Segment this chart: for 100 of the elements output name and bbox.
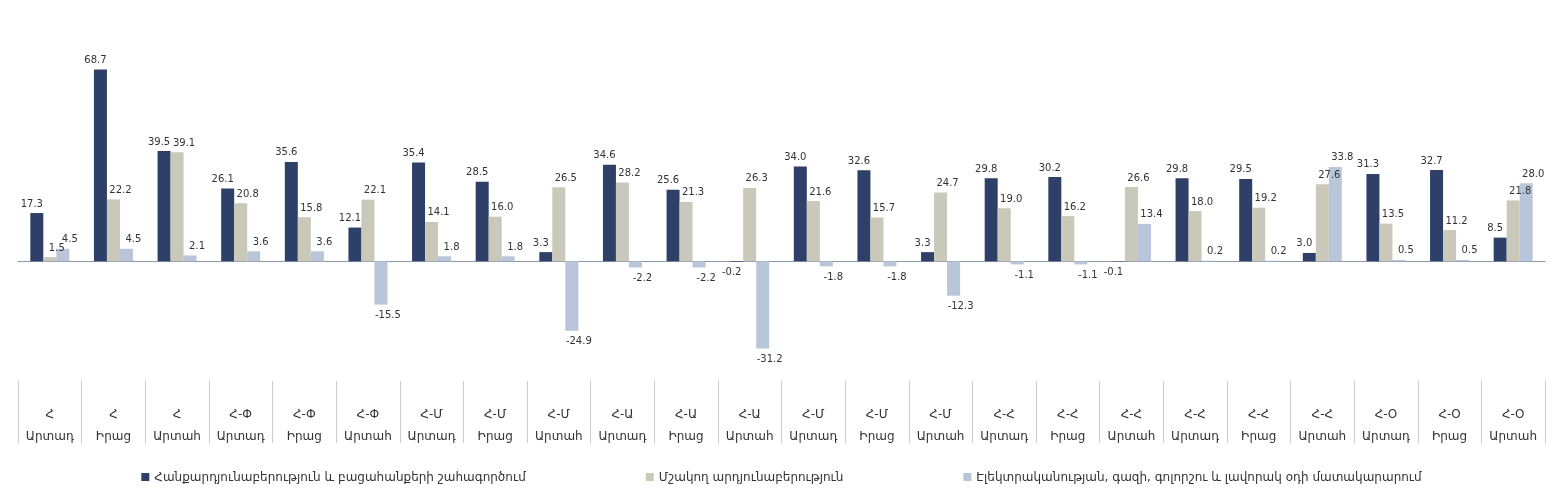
x-tick-label: Հ-Հ Արտահ <box>1298 407 1347 443</box>
x-tick-label: Հ-Օ Արտահ <box>1489 407 1538 443</box>
data-label: 2.1 <box>189 239 206 251</box>
bar <box>819 261 833 267</box>
bar <box>1506 200 1520 262</box>
data-label: 19.2 <box>1254 192 1277 204</box>
bar <box>361 199 375 262</box>
x-tick-label: Հ-Հ Իրաց <box>1050 407 1086 443</box>
data-label: 32.7 <box>1420 154 1443 166</box>
data-label: -0.1 <box>1103 266 1124 278</box>
data-label: 39.1 <box>172 136 196 148</box>
data-label: -1.1 <box>1014 268 1034 280</box>
bar <box>1048 177 1062 262</box>
bar <box>425 221 439 262</box>
data-label: 34.0 <box>784 150 807 162</box>
bar <box>947 261 961 296</box>
x-tick-label: Հ-Հ Արտահ <box>1107 407 1156 443</box>
x-tick-label: Հ-Մ Արտադ <box>789 407 838 443</box>
bar <box>221 188 235 262</box>
bar <box>412 162 426 262</box>
x-tick-label: Հ Իրաց <box>95 407 132 443</box>
bar <box>552 187 566 262</box>
data-label: 26.1 <box>211 172 234 184</box>
data-label: 21.8 <box>1509 184 1532 196</box>
data-label: 32.6 <box>847 154 871 166</box>
bar <box>310 251 324 262</box>
data-label: 25.6 <box>656 174 680 186</box>
bar <box>183 255 197 262</box>
bar <box>501 256 515 262</box>
data-label: -2.2 <box>696 271 716 283</box>
data-label: 0.2 <box>1207 245 1224 257</box>
x-tick-label: Հ-Փ Արտադ <box>216 407 265 443</box>
bar <box>438 256 452 262</box>
bar <box>984 178 998 262</box>
bar <box>43 257 57 262</box>
data-label: -1.1 <box>1078 268 1098 280</box>
data-label: 29.5 <box>1229 163 1252 175</box>
data-label: 16.2 <box>1063 200 1086 212</box>
bar <box>692 261 706 268</box>
bar <box>1137 223 1151 262</box>
bar <box>1124 187 1138 262</box>
x-tick-label: Հ-Փ Արտահ <box>344 407 392 443</box>
data-label: -1.8 <box>823 270 844 282</box>
x-tick-label: Հ-Ա Արտահ <box>725 407 774 443</box>
bar <box>1493 237 1507 262</box>
bar <box>793 166 807 262</box>
data-label: 3.6 <box>252 235 269 247</box>
bar <box>93 69 107 262</box>
data-label: 16.0 <box>491 201 514 213</box>
bar <box>1239 178 1253 262</box>
data-label: -0.2 <box>721 266 742 278</box>
bar <box>1315 184 1329 262</box>
data-label: 14.1 <box>427 206 450 218</box>
bar <box>870 217 884 262</box>
data-label: 1.8 <box>507 240 524 252</box>
bar <box>119 248 133 262</box>
bar <box>666 189 680 262</box>
data-label: 15.8 <box>300 201 323 213</box>
data-label: 24.7 <box>936 176 959 188</box>
data-label: 30.2 <box>1038 161 1061 173</box>
bar <box>475 181 489 262</box>
bar <box>1302 252 1316 262</box>
bar <box>1379 223 1393 262</box>
bar <box>857 170 871 262</box>
data-label: 21.3 <box>681 186 705 198</box>
bar <box>1366 173 1380 262</box>
data-label: 26.3 <box>745 172 768 184</box>
bar <box>284 161 298 262</box>
bar <box>30 213 44 262</box>
x-tick-label: Հ Արտահ <box>153 407 201 443</box>
data-label: 27.6 <box>1318 168 1341 180</box>
data-label: -15.5 <box>375 309 401 321</box>
bar <box>756 261 770 349</box>
data-label: 8.5 <box>1487 222 1504 234</box>
data-label: 39.5 <box>147 135 171 147</box>
data-label: 22.2 <box>109 183 132 195</box>
bar <box>488 216 502 262</box>
data-label: 35.4 <box>402 147 425 159</box>
data-label: 34.6 <box>593 149 616 161</box>
data-label: 0.2 <box>1270 245 1287 257</box>
data-label: 22.1 <box>363 184 387 196</box>
data-label: 28.2 <box>618 167 641 179</box>
data-label: 0.5 <box>1397 244 1414 256</box>
data-label: 1.8 <box>443 240 460 252</box>
x-tick-label: Հ-Ա Իրաց <box>668 407 704 443</box>
x-tick-label: Հ-Ա Արտադ <box>598 407 647 443</box>
data-label: 3.3 <box>914 236 931 248</box>
x-tick-label: Հ-Օ Իրաց <box>1431 407 1468 443</box>
legend-label: Հանքարդյունաբերություն և բացահանքերի շահագործում <box>154 470 527 484</box>
x-tick-label: Հ-Մ Իրաց <box>859 407 895 443</box>
data-label: 28.5 <box>466 166 489 178</box>
bar <box>348 227 362 262</box>
bar <box>565 261 579 331</box>
x-tick-label: Հ-Փ Իրաց <box>286 407 322 443</box>
data-label: -12.3 <box>947 300 974 312</box>
data-label: 28.0 <box>1522 167 1545 179</box>
x-tick-label: Հ-Մ Արտադ <box>407 407 456 443</box>
bar <box>628 261 642 268</box>
data-label: 29.8 <box>1165 162 1189 174</box>
data-label: 3.0 <box>1296 237 1313 249</box>
